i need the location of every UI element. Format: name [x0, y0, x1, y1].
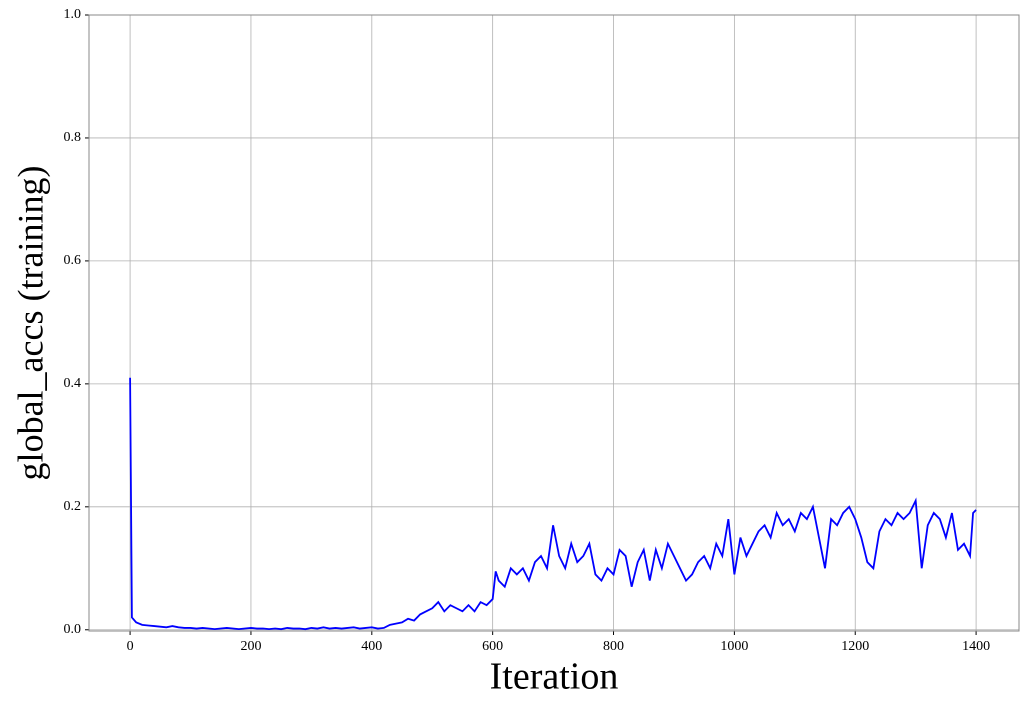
- y-tick-label: 0.0: [64, 622, 82, 637]
- y-tick-label: 1.0: [64, 7, 82, 22]
- y-axis-label: global_accs (training): [10, 166, 50, 481]
- plot-frame: [88, 14, 1020, 632]
- x-tick-label: 1000: [720, 639, 748, 654]
- data-line: [129, 377, 977, 631]
- x-tick-label: 800: [603, 639, 624, 654]
- x-axis-label: Iteration: [490, 656, 619, 698]
- y-tick-label: 0.6: [64, 253, 82, 268]
- x-tick-label: 400: [361, 639, 382, 654]
- x-tick-label: 200: [240, 639, 261, 654]
- x-tick-label: 1200: [841, 639, 869, 654]
- y-tick-label: 0.8: [64, 130, 82, 145]
- x-tick-label: 0: [127, 639, 134, 654]
- x-tick-label: 600: [482, 639, 503, 654]
- y-tick-label: 0.2: [64, 499, 82, 514]
- x-tick-label: 1400: [962, 639, 990, 654]
- y-tick-label: 0.4: [64, 376, 82, 391]
